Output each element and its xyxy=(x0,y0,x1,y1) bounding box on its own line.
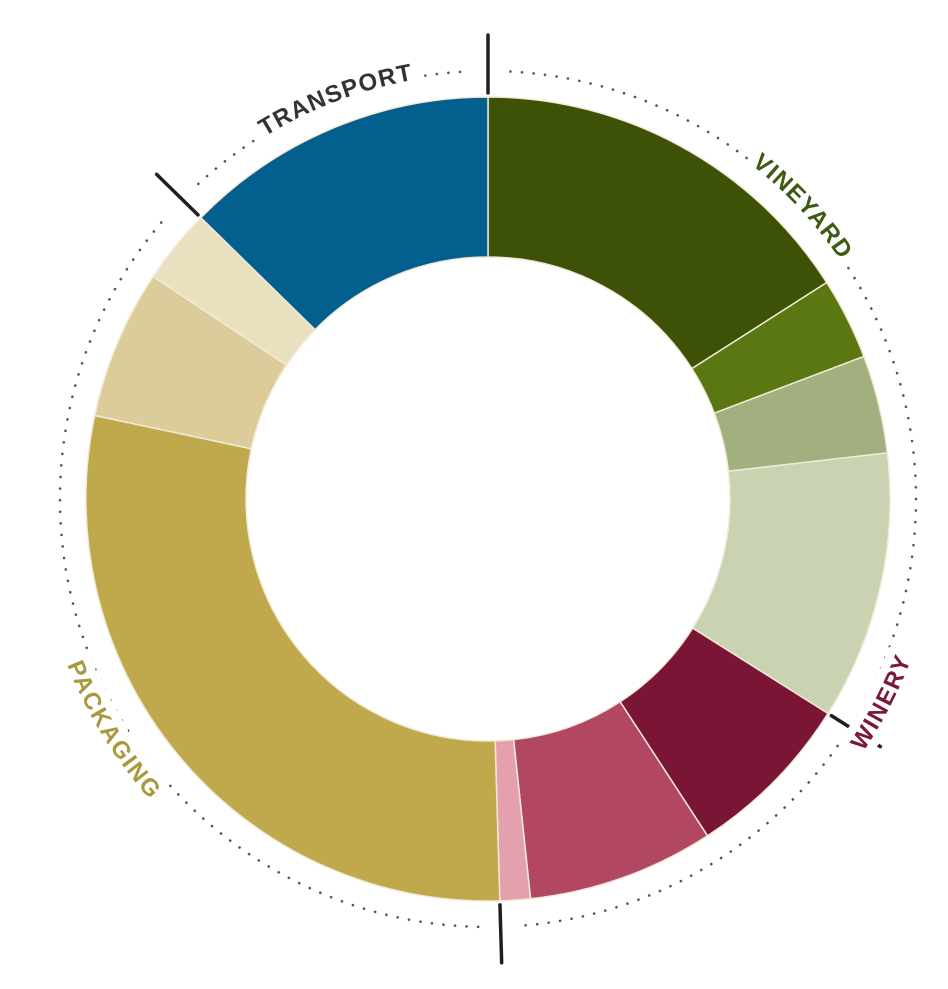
segment-vineyard-0 xyxy=(487,96,828,370)
segment-packaging-7 xyxy=(85,414,501,902)
donut-segments xyxy=(85,96,891,902)
divider-transport xyxy=(154,172,200,217)
label-winery: WINERY xyxy=(846,650,917,754)
divider-packaging xyxy=(498,903,504,965)
group-dotted-arcs xyxy=(58,70,918,929)
segment-transport-10 xyxy=(199,96,489,331)
dotted-arc-packaging xyxy=(58,214,480,929)
dotted-arc-winery xyxy=(521,744,839,927)
divider-winery xyxy=(829,713,883,749)
group-dividers xyxy=(154,33,883,965)
